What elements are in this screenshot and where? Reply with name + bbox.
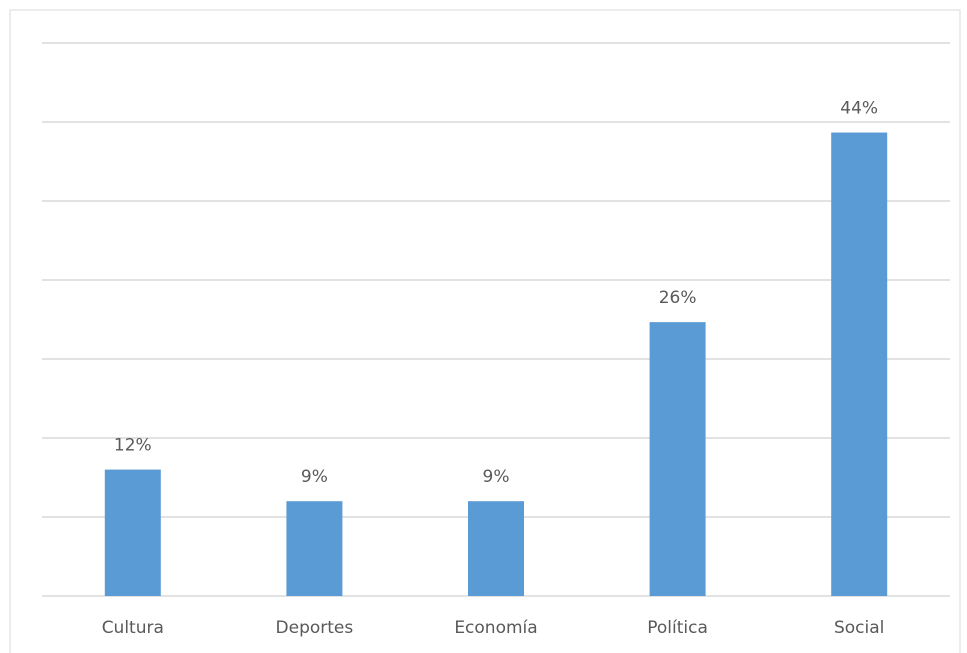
x-tick-label: Política <box>647 618 708 638</box>
data-label: 9% <box>483 467 510 487</box>
x-tick-label: Deportes <box>276 618 354 638</box>
x-tick-label: Social <box>834 618 884 638</box>
bar <box>104 469 161 596</box>
x-tick-label: Economía <box>454 618 537 638</box>
x-tick-label: Cultura <box>102 618 164 638</box>
bar <box>831 132 888 597</box>
data-label: 26% <box>659 288 697 308</box>
bar <box>468 501 524 596</box>
data-label: 44% <box>840 99 878 119</box>
bar <box>286 501 343 596</box>
data-label: 9% <box>301 467 328 487</box>
data-label: 12% <box>114 436 152 456</box>
bar <box>649 322 706 596</box>
